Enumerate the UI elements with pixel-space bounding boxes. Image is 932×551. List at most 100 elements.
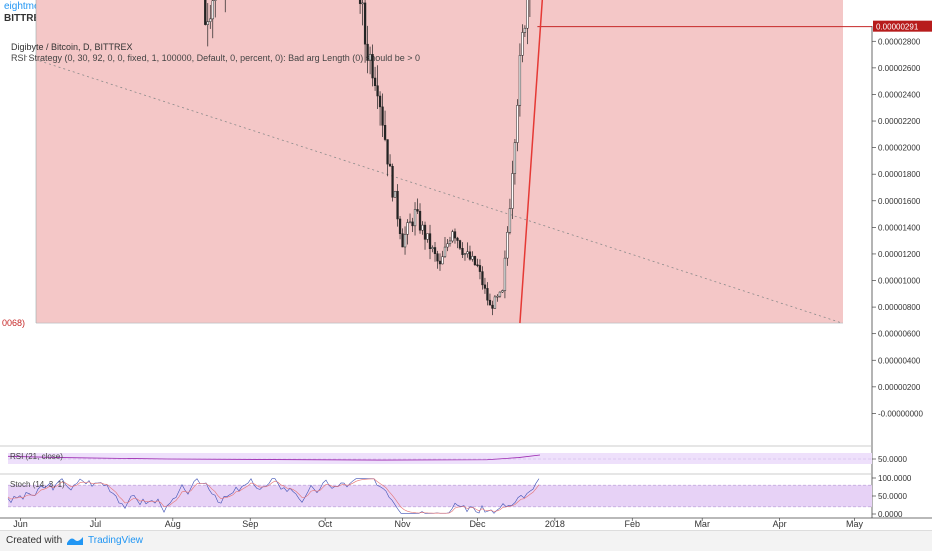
price-change: +0.00000063 (+20.86%) [182,13,291,24]
candle-body [506,232,509,259]
candle-body [511,173,514,209]
time-tick-label-10: Apr [773,519,787,529]
price-tick-label-2: 0.00002400 [878,90,921,99]
candle-body [486,288,489,301]
time-tick-label-6: Dec [469,519,486,529]
candle-body [423,224,427,240]
candle-body [458,240,462,249]
fib-band-0 [36,0,843,324]
candle-body [388,163,392,167]
publish-info: eightmean published on TradingView.com, … [4,1,332,12]
time-tick-label-11: May [846,519,864,529]
candle-body [406,222,409,235]
price-tick-label-12: 0.00000400 [878,356,921,365]
low-label: L: [434,13,444,24]
low-value: 0.00000300 [443,13,497,24]
price-axis-bg [872,26,932,518]
trend-line [20,54,843,324]
stoch-tick-label-0: 100.0000 [878,474,912,483]
candle-body [358,0,362,4]
time-tick-label-8: Feb [625,519,641,529]
fib-label-0: 0068) [2,318,25,328]
price-tick-label-5: 0.00001800 [878,170,921,179]
candle-body [516,105,519,143]
candle-body [461,248,464,255]
candle-body [436,253,439,262]
candle-body [471,256,474,260]
candle-body [361,2,364,5]
candle-body [431,247,434,250]
published-text: published on TradingView.com, December 2… [53,1,333,12]
price-tick-label-3: 0.00002200 [878,117,921,126]
candle-body [383,125,387,140]
footer-brand-link[interactable]: TradingView [88,535,144,546]
candle-body [416,209,419,212]
high-label: H: [365,13,376,24]
close-label: C: [502,13,513,24]
candle-body [366,43,369,61]
time-tick-label-7: 2018 [545,519,565,529]
candle-body [401,233,404,248]
candle-body [393,190,397,198]
candle-body [386,139,389,165]
candle-body [488,299,492,306]
candle-body [501,290,504,293]
price-tick-label-0: 0.00002800 [878,37,921,46]
rsi-line [7,454,541,461]
projection-path [519,0,544,324]
time-tick-label-0: Jun [13,519,28,529]
footer: Created with TradingView [0,530,932,551]
candle-body [456,237,459,241]
candle-body [446,243,449,248]
candle-body [518,55,522,106]
candle-body [493,296,497,309]
candle-body [418,210,422,231]
candle-body [468,251,472,260]
indicator-error: RSI Strategy (0, 30, 92, 0, 0, fixed, 1,… [11,53,420,63]
price-tick-label-7: 0.00001400 [878,223,921,232]
time-tick-label-1: Jul [90,519,102,529]
line-price-label: 0.00000291 [876,23,919,32]
close-value: 0.00000365 [512,13,566,24]
price-tick-label-6: 0.00001600 [878,197,921,206]
candle-body [463,253,467,256]
candle-body [398,218,402,234]
candle-body [421,224,424,231]
price-tick-label-8: 0.00001200 [878,250,921,259]
symbol-name: BITTREX:DGBBTC, D [4,13,106,24]
candle-body [368,54,372,61]
candle-body [403,234,407,248]
candle-body [476,264,479,267]
candle-body [478,265,482,272]
open-label: O: [295,13,307,24]
candle-body [381,106,384,126]
stoch-tick-label-2: 0.0000 [878,510,903,519]
candle-body [483,284,487,289]
price-tick-label-14: -0.00000000 [878,409,923,418]
last-price: 0.00000365 [111,13,165,24]
author-link[interactable]: eightmean [4,1,51,12]
rsi-tick-label: 50.0000 [878,455,907,464]
symbol-info: BITTREX:DGBBTC, D 0.00000365 ▲ +0.000000… [4,13,566,24]
candle-body [491,304,494,309]
tradingview-logo-icon [67,537,83,545]
footer-text: Created with [6,535,63,546]
candle-body [391,166,394,198]
candle-body [453,231,457,239]
stoch-k-line [7,478,540,514]
candle-body [448,240,452,245]
high-value: 0.00000380 [375,13,429,24]
candle-body [443,246,447,257]
rsi-band [8,453,872,464]
change-arrow-icon: ▲ [169,13,180,24]
candle-body [496,295,499,298]
candle-body [376,85,379,97]
time-tick-label-2: Aug [165,519,181,529]
stoch-band [8,485,872,507]
time-tick-label-4: Oct [318,519,333,529]
candle-body [396,190,399,220]
open-value: 0.00000303 [306,13,360,24]
candle-body [428,233,432,250]
